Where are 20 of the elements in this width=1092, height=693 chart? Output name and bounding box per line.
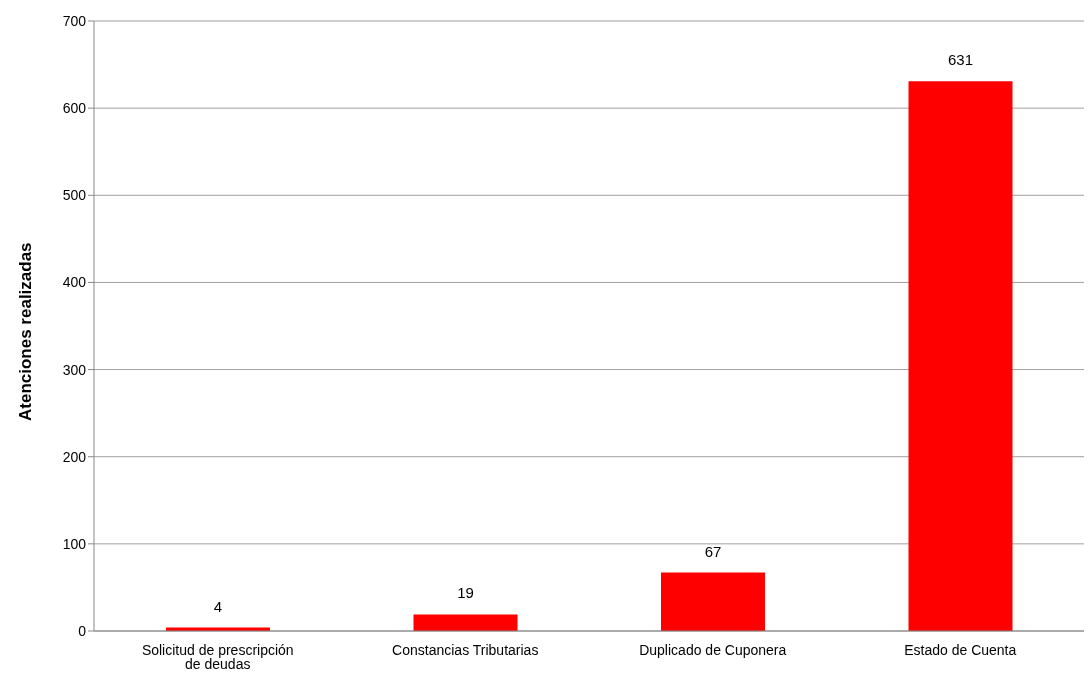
y-tick-label: 500	[62, 187, 87, 204]
data-label: 4	[213, 597, 223, 615]
y-tick-label: 300	[62, 361, 87, 378]
y-tick-label: 100	[62, 535, 87, 552]
bar	[661, 572, 765, 631]
data-label: 631	[947, 51, 974, 69]
y-tick-label: 700	[62, 12, 87, 29]
x-tick-label: Solicitud de prescripción de deudas	[141, 641, 294, 672]
y-tick-label: 0	[78, 622, 87, 639]
x-tick-label: Estado de Cuenta	[904, 641, 1017, 658]
y-tick-label: 200	[62, 448, 87, 465]
data-label: 19	[457, 584, 474, 602]
bar	[413, 614, 518, 631]
data-label: 67	[704, 542, 722, 560]
x-tick-label: Constancias Tributarias	[392, 641, 539, 658]
y-axis-title: Atenciones realizadas	[16, 242, 36, 421]
x-tick-label: Duplicado de Cuponera	[639, 641, 787, 658]
y-tick-label: 400	[62, 274, 87, 291]
y-tick-label: 600	[62, 100, 87, 117]
bar	[908, 81, 1013, 631]
